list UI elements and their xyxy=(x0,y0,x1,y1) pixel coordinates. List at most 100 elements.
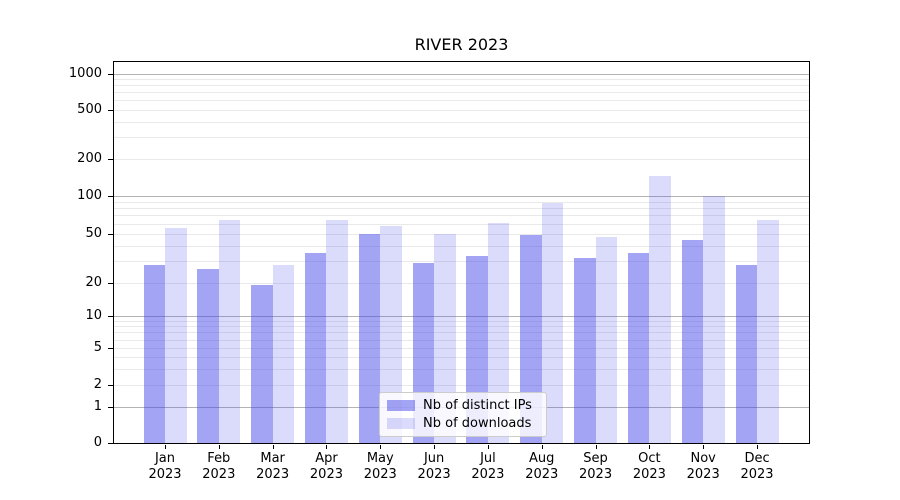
x-tick-mark xyxy=(541,445,543,449)
y-tick-label: 1000 xyxy=(68,66,102,81)
plot-area xyxy=(113,61,810,444)
y-tick-label: 20 xyxy=(85,275,102,290)
x-tick-mark xyxy=(487,445,489,449)
minor-gridline xyxy=(114,109,809,111)
legend-entry-distinct-ips: Nb of distinct IPs xyxy=(387,398,539,413)
y-tick-mark xyxy=(108,316,113,317)
bar-downloads-aug xyxy=(541,202,564,443)
x-tick-label: Mar 2023 xyxy=(256,451,290,482)
legend-swatch-downloads xyxy=(387,418,415,430)
minor-gridline xyxy=(114,100,809,102)
minor-gridline xyxy=(114,85,809,87)
bar-downloads-nov xyxy=(703,196,725,443)
major-gridline xyxy=(114,74,809,75)
x-tick-label: Jan 2023 xyxy=(148,451,182,482)
x-tick-mark xyxy=(380,445,382,449)
x-tick-mark xyxy=(595,445,597,449)
bar-distinct-ips-sep xyxy=(574,257,596,443)
y-tick-label: 200 xyxy=(77,151,102,166)
minor-gridline xyxy=(114,233,809,235)
bar-downloads-sep xyxy=(595,236,618,443)
y-tick-label: 50 xyxy=(85,225,102,241)
minor-gridline xyxy=(114,121,809,123)
major-gridline xyxy=(114,196,809,197)
x-tick-mark xyxy=(757,445,759,449)
x-tick-label: Dec 2023 xyxy=(740,451,774,482)
bar-downloads-dec xyxy=(757,220,779,443)
chart-title: RIVER 2023 xyxy=(414,35,509,54)
x-tick-label: Aug 2023 xyxy=(525,451,559,482)
x-tick-label: May 2023 xyxy=(363,451,397,482)
minor-gridline xyxy=(114,208,809,210)
bar-downloads-jul xyxy=(487,222,510,443)
minor-gridline xyxy=(114,92,809,94)
x-tick-label: Jul 2023 xyxy=(471,451,505,482)
bar-downloads-may xyxy=(380,226,402,443)
legend-label-downloads: Nb of downloads xyxy=(423,416,532,432)
minor-gridline xyxy=(114,261,809,263)
bar-distinct-ips-apr xyxy=(304,252,327,443)
major-gridline xyxy=(114,316,809,317)
x-tick-label: Feb 2023 xyxy=(202,451,236,482)
minor-gridline xyxy=(114,320,809,322)
y-tick-label: 2 xyxy=(93,377,102,392)
y-tick-mark xyxy=(108,109,113,111)
legend: Nb of distinct IPs Nb of downloads xyxy=(379,392,547,437)
x-tick-label: Nov 2023 xyxy=(686,451,720,482)
x-tick-mark xyxy=(272,445,274,449)
bar-distinct-ips-feb xyxy=(197,268,219,443)
x-tick-label: Sep 2023 xyxy=(579,451,613,482)
minor-gridline xyxy=(114,79,809,81)
y-tick-label: 500 xyxy=(77,101,102,117)
minor-gridline xyxy=(114,137,809,139)
x-tick-mark xyxy=(703,445,705,449)
bar-distinct-ips-oct xyxy=(627,252,650,443)
bar-distinct-ips-may xyxy=(358,233,381,443)
minor-gridline xyxy=(114,368,809,370)
bar-downloads-oct xyxy=(649,176,671,443)
bar-downloads-mar xyxy=(272,264,295,443)
legend-swatch-distinct-ips xyxy=(387,399,415,411)
x-tick-mark xyxy=(165,445,166,449)
x-tick-mark xyxy=(649,445,651,449)
bar-downloads-jun xyxy=(434,233,456,443)
minor-gridline xyxy=(114,283,809,284)
y-tick-mark xyxy=(108,159,113,160)
bar-downloads-jan xyxy=(165,228,187,443)
x-tick-label: Jun 2023 xyxy=(417,451,451,482)
y-tick-mark xyxy=(108,196,113,197)
bar-downloads-feb xyxy=(218,220,241,443)
minor-gridline xyxy=(114,159,809,160)
y-tick-label: 100 xyxy=(77,188,102,203)
y-tick-mark xyxy=(108,385,113,386)
y-tick-label: 10 xyxy=(85,308,102,323)
x-tick-mark xyxy=(326,445,328,449)
y-tick-label: 1 xyxy=(93,399,102,414)
x-tick-label: Oct 2023 xyxy=(632,451,666,482)
bar-distinct-ips-nov xyxy=(681,240,704,443)
minor-gridline xyxy=(114,326,809,328)
y-tick-mark xyxy=(108,283,113,284)
minor-gridline xyxy=(114,357,809,358)
minor-gridline xyxy=(114,245,809,247)
y-tick-mark xyxy=(108,407,113,408)
bar-distinct-ips-dec xyxy=(735,264,758,443)
minor-gridline xyxy=(114,223,809,225)
y-tick-label: 5 xyxy=(93,340,102,355)
minor-gridline xyxy=(114,215,809,217)
y-tick-label: 0 xyxy=(93,435,102,450)
minor-gridline xyxy=(114,348,809,349)
minor-gridline xyxy=(114,385,809,386)
y-tick-mark xyxy=(108,348,113,349)
minor-gridline xyxy=(114,332,809,334)
bar-downloads-apr xyxy=(326,220,348,443)
y-tick-mark xyxy=(108,74,113,75)
x-tick-label: Apr 2023 xyxy=(309,451,343,482)
x-tick-mark xyxy=(218,445,220,449)
minor-gridline xyxy=(114,339,809,341)
minor-gridline xyxy=(114,201,809,203)
x-tick-mark xyxy=(434,445,436,449)
bar-distinct-ips-jan xyxy=(143,264,165,443)
bar-distinct-ips-mar xyxy=(251,285,273,443)
